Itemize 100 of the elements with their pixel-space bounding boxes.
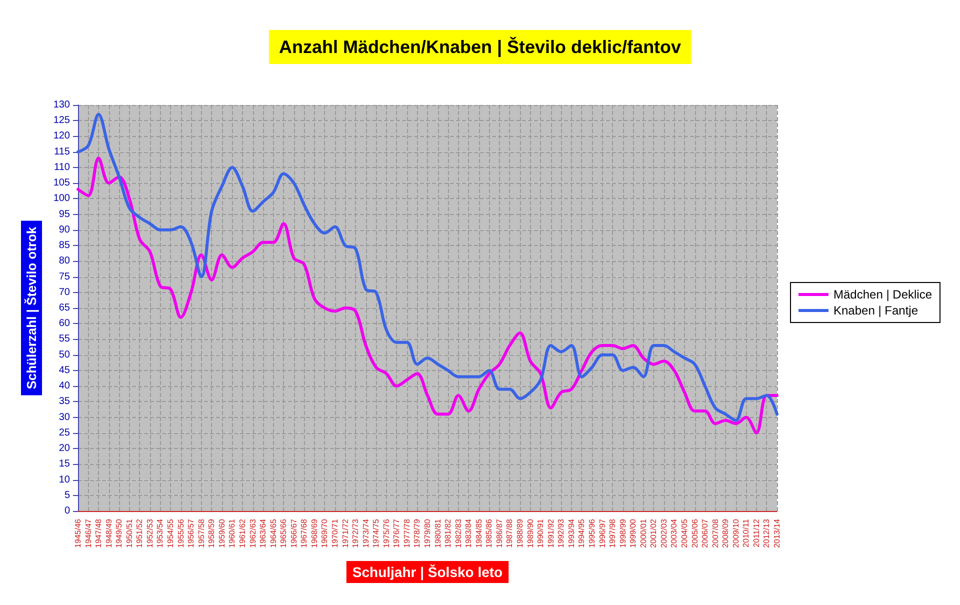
x-tick-label: 1963/64 (258, 518, 268, 548)
x-tick-label: 1950/51 (124, 518, 134, 548)
y-tick-label: 95 (58, 208, 70, 220)
y-tick-label: 45 (58, 364, 70, 376)
x-tick-label: 1957/58 (196, 518, 206, 548)
y-axis-title: Schülerzahl | Število otrok (24, 226, 39, 390)
x-tick-label: 1966/67 (289, 518, 298, 548)
y-tick-label: 30 (58, 412, 70, 423)
x-tick-label: 1980/81 (433, 518, 442, 548)
x-tick-label: 1953/54 (156, 518, 165, 548)
x-tick-label: 1983/84 (464, 518, 474, 548)
x-tick-label: 1981/82 (444, 518, 453, 548)
x-tick-label: 1958/59 (207, 518, 216, 548)
x-tick-label: 1969/70 (320, 518, 330, 548)
y-tick-label: 65 (58, 302, 70, 314)
x-tick-label: 1948/49 (104, 518, 114, 548)
legend-label: Mädchen | Deklice (834, 288, 932, 302)
y-tick-label: 115 (54, 146, 70, 158)
x-tick-label: 2002/03 (659, 518, 668, 548)
x-tick-label: 1987/88 (505, 518, 514, 548)
x-tick-label: 1959/60 (217, 518, 226, 548)
x-tick-label: 1995/96 (587, 518, 596, 548)
y-tick-label: 5 (64, 490, 70, 501)
x-tick-label: 1970/71 (330, 518, 340, 548)
x-tick-label: 1967/68 (300, 518, 309, 548)
x-tick-label: 1996/97 (598, 518, 607, 548)
x-tick-label: 1954/55 (166, 518, 176, 548)
x-tick-label: 1946/47 (84, 518, 93, 548)
y-tick-label: 0 (64, 506, 70, 516)
x-tick-label: 1972/73 (351, 518, 360, 548)
y-tick-label: 35 (58, 396, 70, 408)
x-tick-label: 1989/90 (526, 518, 535, 548)
x-tick-label: 1974/75 (372, 518, 381, 548)
y-tick-label: 85 (58, 240, 70, 252)
x-axis-title: Schuljahr | Šolsko leto (352, 564, 503, 581)
x-tick-label: 1988/89 (516, 518, 525, 548)
legend-label: Knaben | Fantje (834, 304, 918, 318)
x-tick-label: 2010/11 (742, 518, 751, 548)
y-tick-label: 50 (58, 349, 70, 360)
x-tick-label: 1962/63 (248, 518, 258, 548)
x-tick-label: 1968/69 (310, 518, 319, 548)
x-tick-label: 1985/86 (484, 518, 494, 548)
x-tick-label: 2005/06 (690, 518, 700, 548)
y-tick-label: 15 (58, 458, 70, 470)
y-tick-label: 125 (53, 115, 70, 126)
y-tick-label: 25 (58, 427, 70, 438)
y-tick-label: 10 (58, 474, 70, 486)
x-tick-label: 1978/79 (412, 518, 422, 548)
x-tick-label: 2012/13 (762, 518, 772, 548)
x-tick-label: 1993/94 (566, 518, 576, 548)
x-tick-label: 1971/72 (340, 518, 350, 548)
x-tick-label: 1999/00 (628, 518, 638, 548)
x-tick-label: 1994/95 (577, 518, 586, 548)
x-tick-label: 1965/66 (279, 518, 288, 548)
y-tick-label: 105 (53, 178, 70, 189)
x-tick-label: 2006/07 (700, 518, 710, 548)
x-tick-label: 1984/85 (474, 518, 484, 548)
x-tick-label: 1979/80 (423, 518, 432, 548)
x-tick-label: 2008/09 (721, 518, 730, 548)
y-tick-label: 120 (53, 130, 70, 142)
x-tick-label: 1982/83 (454, 518, 463, 548)
x-tick-label: 1973/74 (361, 518, 370, 548)
x-tick-label: 1956/57 (186, 518, 196, 548)
x-tick-label: 2004/05 (680, 518, 689, 548)
x-tick-label: 1991/92 (546, 518, 556, 548)
y-tick-label: 130 (53, 100, 70, 110)
x-tick-label: 2003/04 (670, 518, 679, 548)
x-tick-label: 1949/50 (114, 518, 124, 548)
x-tick-label: 1992/93 (556, 518, 566, 548)
x-tick-label: 2011/12 (752, 518, 761, 548)
x-tick-label: 1952/53 (145, 518, 154, 548)
y-tick-label: 40 (58, 380, 70, 392)
x-tick-label: 1964/65 (268, 518, 278, 548)
y-tick-label: 70 (58, 286, 70, 298)
x-tick-label: 1986/87 (494, 518, 504, 548)
x-tick-label: 1976/77 (392, 518, 402, 548)
y-tick-label: 60 (58, 318, 70, 330)
x-tick-label: 2009/10 (731, 518, 740, 548)
y-tick-label: 55 (58, 334, 70, 345)
y-tick-label: 110 (54, 162, 70, 173)
y-tick-label: 100 (53, 193, 70, 204)
x-tick-label: 1961/62 (238, 518, 247, 548)
x-tick-label: 1975/76 (382, 518, 391, 548)
y-tick-label: 90 (58, 224, 70, 236)
x-tick-label: 1955/56 (176, 518, 186, 548)
chart-title: Anzahl Mädchen/Knaben | Število deklic/fantov (278, 36, 682, 57)
x-tick-label: 1945/46 (74, 518, 82, 548)
x-tick-label: 1951/52 (135, 518, 144, 548)
y-tick-label: 75 (58, 271, 70, 282)
x-tick-label: 2000/01 (638, 518, 648, 548)
x-tick-label: 2001/02 (649, 518, 658, 548)
x-tick-label: 2013/14 (772, 518, 782, 548)
x-tick-label: 1990/91 (536, 518, 546, 548)
y-tick-label: 80 (58, 256, 70, 267)
y-tick-label: 20 (58, 443, 70, 454)
x-tick-label: 1998/99 (618, 518, 628, 548)
x-tick-label: 2007/08 (710, 518, 720, 548)
x-tick-label: 1997/98 (608, 518, 618, 548)
x-tick-label: 1977/78 (402, 518, 412, 548)
x-tick-label: 1960/61 (228, 518, 237, 548)
